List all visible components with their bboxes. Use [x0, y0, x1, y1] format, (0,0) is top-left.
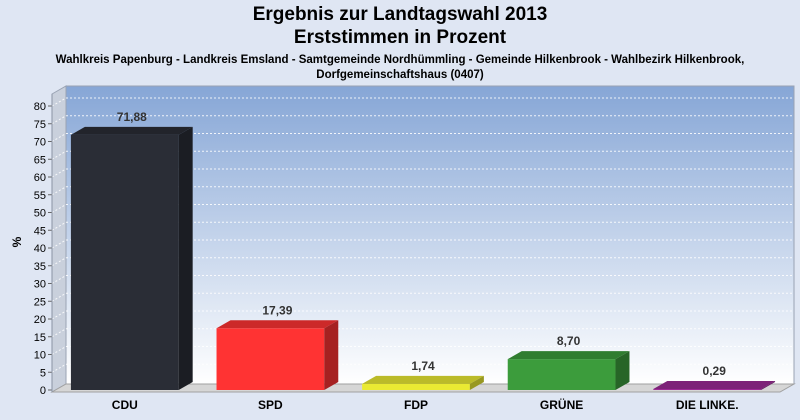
gridline-side: [51, 221, 67, 231]
bar-top: [507, 351, 630, 360]
bar-front: [653, 388, 762, 390]
bar-side: [615, 351, 630, 390]
gridline-side: [51, 150, 67, 160]
data-label: 17,39: [262, 303, 292, 317]
gridline-side: [51, 239, 67, 249]
y-tick-label: 50: [34, 208, 46, 220]
chart-subtitle: Erststimmen in Prozent: [293, 27, 507, 48]
x-tick-label: SPD: [258, 398, 283, 412]
y-tick-label: 25: [34, 296, 46, 308]
gridline-side: [51, 292, 67, 302]
chart-title: Ergebnis zur Landtagswahl 2013: [252, 4, 548, 25]
bar-side: [324, 320, 339, 390]
x-tick-label: CDU: [112, 398, 138, 412]
bar-fdp: [362, 375, 484, 390]
bar-grüne: [507, 351, 630, 390]
data-label: 8,70: [557, 334, 581, 348]
bar-front: [362, 383, 470, 390]
y-tick-label: 60: [34, 172, 46, 184]
y-tick-label: 5: [40, 367, 46, 379]
y-tick-label: 20: [34, 314, 46, 326]
y-tick-label: 45: [34, 225, 46, 237]
bar-top: [216, 320, 339, 329]
gridline-side: [51, 97, 67, 107]
x-axis-ticks: CDU SPD FDP GRÜNE DIE LINKE.: [112, 397, 739, 412]
gridline-side: [51, 133, 67, 142]
gridline-side: [51, 186, 67, 196]
gridline-side: [51, 204, 67, 213]
gridline-side: [51, 346, 67, 355]
y-tick-label: 15: [34, 332, 46, 344]
y-tick-label: 30: [34, 279, 46, 291]
gridline-side: [51, 115, 67, 125]
bar-cdu: [70, 126, 193, 391]
bar-side: [469, 375, 484, 390]
plot-side-wall: [51, 85, 67, 393]
data-labels: 71,88 17,39 1,74 8,70 0,29: [117, 110, 726, 378]
bar-top: [653, 380, 776, 389]
bar-front: [216, 328, 325, 390]
gridline-side: [51, 168, 67, 178]
data-label: 1,74: [411, 359, 435, 373]
bar-front: [70, 134, 179, 390]
bar-side: [761, 380, 776, 390]
bar-die-linke: [653, 380, 776, 390]
gridline-side: [51, 310, 67, 320]
bar-top: [70, 126, 193, 135]
y-tick-label: 65: [34, 154, 46, 166]
bar-side: [178, 126, 193, 391]
y-tick-label: 75: [34, 119, 46, 131]
gridline-side: [51, 257, 67, 267]
bar-front: [507, 359, 616, 390]
y-tick-label: 70: [34, 137, 46, 149]
gridline-side: [51, 328, 67, 338]
chart-description: Wahlkreis Papenburg - Landkreis Emsland …: [55, 54, 745, 81]
data-label: 0,29: [703, 364, 727, 378]
x-tick-label: FDP: [404, 398, 428, 412]
gridline-side: [51, 275, 67, 284]
data-label: 71,88: [117, 110, 147, 124]
y-axis-label: %: [10, 236, 24, 247]
bar-spd: [216, 320, 339, 390]
y-tick-label: 55: [34, 190, 46, 202]
y-axis-ticks: 0 5 10 15 20 25 30 35 40 45 50 55 60 65 70 75 80: [34, 94, 53, 397]
y-tick-label: 35: [34, 261, 46, 273]
y-tick-label: 80: [34, 101, 46, 113]
y-tick-label: 40: [34, 243, 46, 255]
bar-top: [362, 375, 484, 384]
y-tick-label: 10: [34, 350, 46, 362]
x-tick-label: DIE LINKE.: [676, 398, 739, 412]
x-tick-label: GRÜNE: [540, 397, 583, 412]
y-tick-label: 0: [40, 385, 46, 397]
gridline-side: [51, 363, 67, 373]
bars: [70, 126, 776, 391]
